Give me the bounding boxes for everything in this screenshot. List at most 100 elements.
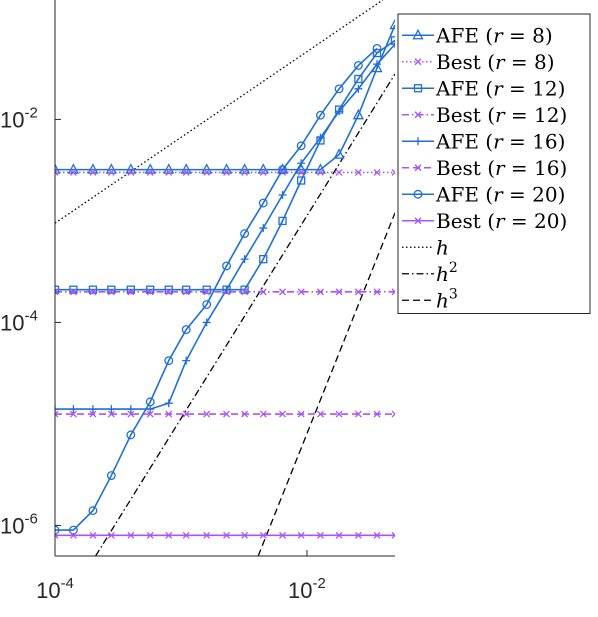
data-point-s6-4 [126,430,136,440]
legend-label-2: AFE (r = 12) [435,76,565,100]
data-point-s3-17 [373,288,381,296]
data-point-s1-3 [107,169,115,176]
data-point-s5-17 [373,410,381,418]
data-point-s6-9 [222,261,231,271]
data-point-s4-15 [335,107,344,116]
data-point-s3-14 [316,288,324,296]
data-point-s1-0 [55,169,59,176]
legend-box [397,13,591,314]
y-tick-label-2: 10-6 [0,510,38,538]
reference-line-h3 [257,212,395,556]
data-point-s6-8 [202,300,212,309]
data-point-s1-4 [127,169,135,176]
legend-label-7: Best (r = 20) [436,209,567,233]
data-point-s1-11 [259,169,267,176]
data-point-s4-9 [222,285,231,294]
legend-marker-0 [412,28,424,40]
data-point-s1-13 [297,169,305,176]
data-point-s1-1 [69,169,77,176]
y-tick-label-0: 10-2 [0,104,38,132]
data-point-s4-3 [107,405,116,414]
data-point-s6-11 [258,198,268,208]
data-point-s5-10 [241,410,249,418]
legend-label-6: AFE (r = 20) [435,182,565,206]
data-point-s4-17 [373,60,382,69]
data-point-s4-5 [146,405,155,414]
data-point-s3-6 [165,288,173,296]
data-point-s6-1 [68,525,78,535]
data-point-s0-18 [389,18,395,30]
legend-label-5: Best (r = 16) [436,156,567,180]
data-point-s7-1 [69,531,77,539]
data-point-s7-9 [223,531,231,539]
data-point-s6-17 [372,43,382,53]
data-point-s3-11 [259,288,267,296]
data-point-s5-9 [223,410,231,418]
data-point-s0-0 [55,163,61,174]
data-point-s2-0 [55,285,60,294]
data-point-s0-15 [333,148,345,159]
data-point-s1-17 [373,169,381,176]
legend-label-ref-1: h2 [436,260,458,286]
data-point-s2-16 [354,74,363,84]
legend-label-4: AFE (r = 16) [435,129,565,153]
data-point-s2-8 [202,285,211,294]
data-point-s5-2 [89,410,97,418]
data-point-s5-0 [55,410,59,418]
data-point-s2-4 [126,285,135,294]
data-point-s3-3 [107,288,115,296]
data-point-s1-10 [241,169,249,176]
data-point-s2-7 [182,285,191,294]
series-line-0 [55,24,395,171]
data-point-s5-8 [203,410,211,418]
data-point-s6-13 [296,141,306,151]
data-point-s3-4 [127,288,135,296]
legend-label-ref-2: h3 [436,286,458,312]
data-point-s3-1 [69,288,77,296]
data-point-s1-8 [203,169,211,176]
data-point-s4-1 [69,405,78,414]
data-point-s2-17 [372,48,382,58]
data-point-s4-7 [182,356,191,365]
data-point-s4-13 [297,159,306,168]
legend-marker-6 [413,189,423,199]
data-point-s0-17 [371,61,383,73]
data-point-s1-12 [279,169,286,176]
legend-marker-5 [414,164,422,172]
data-point-s5-7 [182,410,190,418]
data-point-s6-14 [316,110,325,120]
data-point-s1-16 [354,169,362,176]
data-point-s5-14 [316,410,324,418]
data-point-s2-5 [146,285,155,294]
legend-marker-4 [414,137,422,146]
data-point-s4-18 [391,40,395,49]
data-point-s7-0 [55,531,59,539]
y-tick-label-1: 10-4 [0,307,38,335]
data-point-s6-15 [334,84,344,94]
data-point-s5-18 [391,410,395,418]
data-point-s1-18 [391,169,395,176]
data-point-s5-16 [354,410,362,418]
legend-label-3: Best (r = 12) [436,103,567,127]
data-point-s5-15 [335,410,343,418]
data-point-s7-18 [391,531,395,539]
data-point-s1-9 [223,169,231,176]
data-point-s7-17 [373,531,381,539]
legend-marker-2 [413,84,423,93]
data-point-s3-0 [55,288,59,296]
data-point-s6-16 [353,60,363,70]
data-point-s3-10 [241,288,249,296]
data-point-s6-7 [181,325,191,335]
data-point-s7-6 [165,531,173,539]
data-point-s3-18 [391,288,395,296]
data-point-s4-16 [354,84,363,93]
data-point-s4-12 [278,190,287,199]
data-point-s4-10 [240,255,249,264]
data-point-s5-12 [279,410,286,418]
data-point-s7-4 [127,531,135,539]
data-point-s4-14 [316,133,325,142]
data-point-s7-3 [107,531,115,539]
data-point-s2-2 [88,285,98,294]
data-point-s7-10 [241,531,249,539]
